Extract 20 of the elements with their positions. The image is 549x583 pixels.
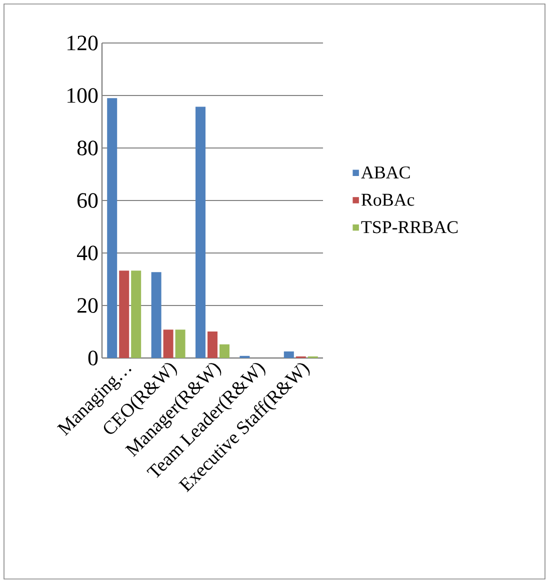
- bar: [175, 330, 186, 358]
- bar: [284, 351, 294, 358]
- y-tick-label: 60: [78, 193, 98, 208]
- y-tick-label: 0: [88, 350, 98, 366]
- bar: [119, 270, 130, 358]
- y-tick-label: 40: [76, 246, 98, 260]
- y-tick-label: 80: [77, 140, 98, 156]
- bar: [151, 272, 162, 358]
- legend-label: TSP-RRBAC: [361, 221, 458, 234]
- bar: [163, 330, 174, 358]
- bar: [107, 98, 118, 358]
- bar: [208, 331, 218, 358]
- y-tick-label: 20: [78, 298, 98, 313]
- bar: [219, 344, 230, 358]
- legend-label: RoBAc: [361, 194, 414, 206]
- legend-label: ABAC: [361, 166, 410, 179]
- bar: [196, 106, 206, 358]
- bar: [131, 270, 142, 358]
- y-tick-label: 100: [68, 88, 98, 103]
- y-tick-label: 120: [68, 36, 98, 50]
